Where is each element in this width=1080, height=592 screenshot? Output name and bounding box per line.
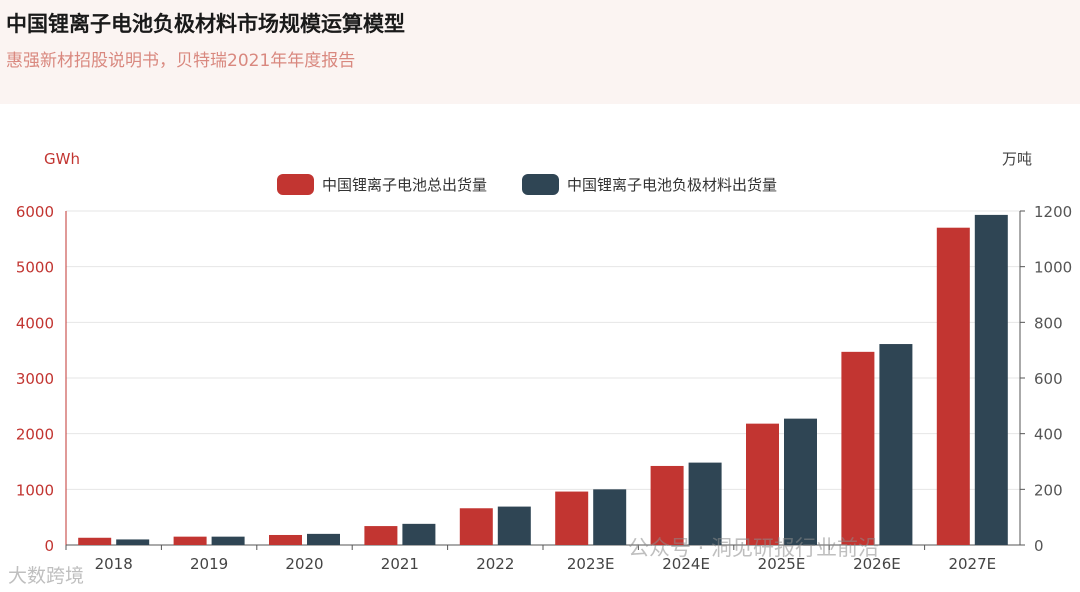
y-right-tick-label: 1200 [1034,203,1072,221]
bar-battery-shipment [459,508,493,545]
x-tick-label: 2022 [476,555,514,573]
page-title: 中国锂离子电池负极材料市场规模运算模型 [6,12,405,36]
bar-battery-shipment [364,526,398,545]
bar-anode-shipment [211,536,245,545]
x-tick-label: 2026E [853,555,901,573]
header-band: 中国锂离子电池负极材料市场规模运算模型 惠强新材招股说明书，贝特瑞2021年年度… [0,0,1080,104]
legend-swatch-anode [522,174,559,195]
bar-battery-shipment [78,537,112,545]
bar-anode-shipment [593,489,627,545]
bar-battery-shipment [746,423,779,545]
bar-anode-shipment [402,523,436,545]
y-right-tick-label: 600 [1034,370,1063,388]
y-right-tick-label: 400 [1034,426,1063,444]
bar-battery-shipment [841,351,875,545]
x-tick-label: 2020 [285,555,323,573]
legend-label-battery: 中国锂离子电池总出货量 [322,176,487,194]
y-left-tick-label: 3000 [16,370,54,388]
x-tick-label: 2018 [95,555,133,573]
bar-battery-shipment [650,465,684,545]
bar-battery-shipment [269,534,302,545]
y-left-tick-label: 6000 [16,203,54,221]
y-left-axis-label: GWh [44,150,80,168]
page-subtitle: 惠强新材招股说明书，贝特瑞2021年年度报告 [6,51,356,71]
y-left-tick-label: 5000 [16,259,54,277]
y-right-tick-label: 800 [1034,314,1063,332]
brand-watermark: 大数跨境 [8,565,85,587]
y-left-tick-label: 0 [44,537,54,555]
bar-battery-shipment [173,536,207,545]
y-right-tick-label: 200 [1034,481,1063,499]
x-tick-label: 2024E [662,555,710,573]
x-tick-label: 2027E [948,555,996,573]
bar-anode-shipment [974,214,1008,545]
bar-anode-shipment [116,539,150,545]
x-tick-label: 2019 [190,555,228,573]
x-tick-label: 2021 [381,555,419,573]
bar-battery-shipment [555,491,589,545]
legend-swatch-battery [277,174,314,195]
bar-anode-shipment [784,418,817,545]
bar-anode-shipment [879,344,913,545]
y-right-tick-label: 1000 [1034,259,1072,277]
bar-anode-shipment [307,533,340,545]
wechat-watermark: 公众号 · 洞见研报行业前沿 [628,536,880,560]
bar-anode-shipment [497,506,531,545]
y-left-tick-label: 2000 [16,426,54,444]
x-tick-label: 2023E [567,555,615,573]
y-right-tick-label: 0 [1034,537,1044,555]
y-left-tick-label: 1000 [16,481,54,499]
bar-battery-shipment [936,227,970,545]
y-left-tick-label: 4000 [16,314,54,332]
legend-label-anode: 中国锂离子电池负极材料出货量 [567,176,777,194]
y-right-axis-label: 万吨 [1002,150,1032,168]
bar-anode-shipment [688,462,722,545]
x-tick-label: 2025E [758,555,806,573]
